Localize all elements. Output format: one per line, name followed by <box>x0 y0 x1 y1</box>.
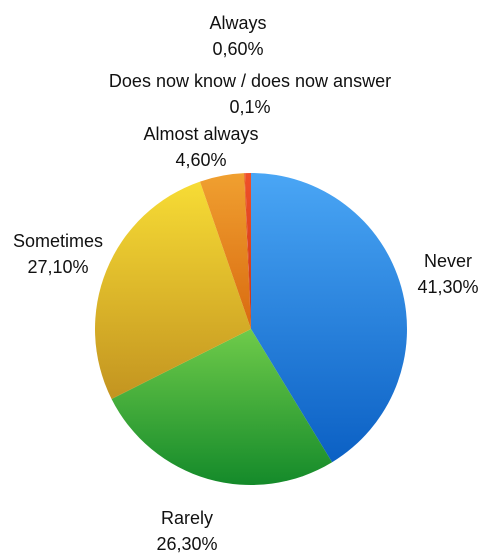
slice-value-always: 0,60% <box>212 39 263 59</box>
slice-label-sometimes: Sometimes <box>13 231 103 251</box>
slice-value-almost-always: 4,60% <box>175 150 226 170</box>
pie-slice-almost-always <box>200 173 251 329</box>
slice-label-almost-always: Almost always <box>143 124 258 144</box>
pie-slice-rarely <box>111 329 333 486</box>
slice-label-never: Never <box>424 251 472 271</box>
slice-label-rarely: Rarely <box>161 508 213 528</box>
slice-value-never: 41,30% <box>417 277 478 297</box>
pie-slice-never <box>251 173 407 463</box>
slice-value-rarely: 26,30% <box>156 534 217 554</box>
slice-label-always: Always <box>209 13 266 33</box>
pie-slice-sometimes <box>95 181 252 399</box>
slice-value-does-now-know-does-now-answer: 0,1% <box>229 97 270 117</box>
pie-slice-does-now-know-does-now-answer <box>244 173 251 329</box>
pie-slice-always <box>245 173 251 329</box>
slice-value-sometimes: 27,10% <box>27 257 88 277</box>
slice-label-does-now-know-does-now-answer: Does now know / does now answer <box>109 71 391 91</box>
